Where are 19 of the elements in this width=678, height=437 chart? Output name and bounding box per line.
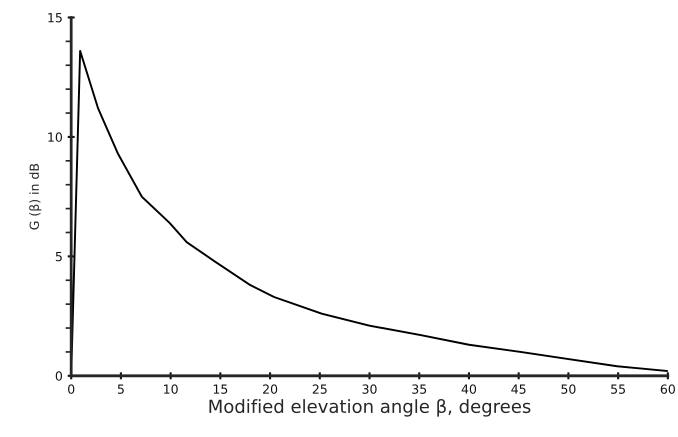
x-tick-label: 25	[312, 384, 327, 394]
x-tick-label: 30	[362, 384, 377, 394]
y-tick-label: 5	[56, 252, 62, 262]
x-tick-label: 50	[561, 384, 576, 394]
x-tick-label: 60	[660, 384, 675, 394]
x-tick-label: 0	[68, 384, 74, 394]
y-tick-label: 15	[48, 13, 62, 22]
x-tick-label: 20	[263, 384, 278, 394]
x-tick-label: 15	[214, 384, 228, 394]
x-tick-label: 10	[164, 384, 178, 394]
y-axis-title: G (β) in dB	[29, 164, 42, 230]
y-tick-label: 0	[56, 371, 62, 381]
x-axis-title: Modified elevation angle β, degrees	[209, 399, 530, 417]
x-tick-label: 35	[412, 384, 426, 394]
x-tick-label: 5	[118, 384, 124, 394]
x-tick-label: 40	[462, 384, 476, 394]
y-tick-label: 10	[48, 132, 62, 142]
x-tick-label: 45	[511, 384, 526, 394]
x-tick-label: 55	[611, 384, 625, 394]
